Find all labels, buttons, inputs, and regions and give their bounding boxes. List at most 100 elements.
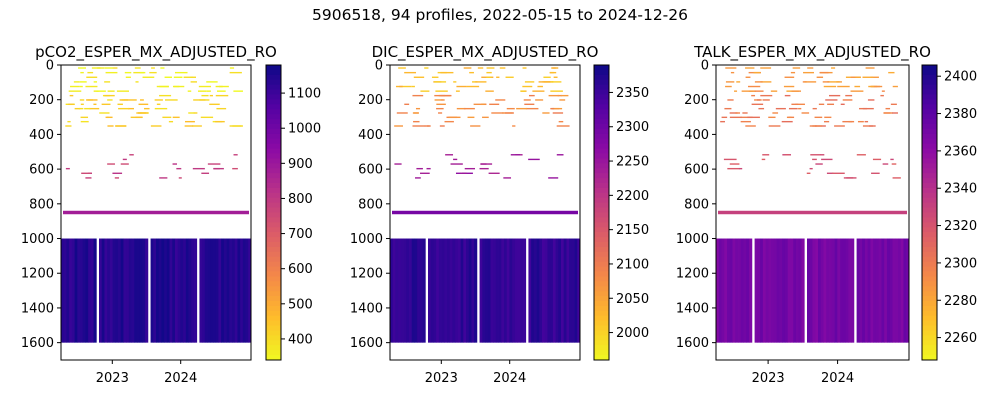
- colorbar-segment: [922, 158, 937, 164]
- heatmap-cell: [824, 116, 832, 119]
- heatmap-cell: [194, 238, 198, 343]
- heatmap-cell: [729, 238, 733, 343]
- colorbar-segment: [266, 296, 281, 302]
- colorbar-segment: [922, 178, 937, 184]
- heatmap-cell: [772, 112, 779, 114]
- heatmap-cell: [65, 167, 70, 170]
- colorbar-segment: [922, 192, 937, 199]
- colorbar-tick-label: 800: [288, 192, 313, 207]
- heatmap-cell: [738, 167, 743, 170]
- heatmap-cell: [210, 238, 214, 343]
- heatmap-cell: [558, 120, 564, 123]
- heatmap-cell: [80, 71, 84, 74]
- colorbar-segment: [266, 178, 281, 184]
- heatmap-cell: [506, 238, 510, 343]
- heatmap-cell: [812, 238, 816, 343]
- heatmap-cell: [131, 238, 135, 343]
- heatmap-cell: [815, 163, 823, 165]
- heatmap-cell: [537, 85, 543, 88]
- heatmap-cell: [809, 125, 823, 127]
- heatmap-cell: [69, 94, 74, 97]
- colorbar-segment: [594, 207, 609, 213]
- y-tick-label: 200: [29, 93, 54, 108]
- heatmap-cell: [481, 103, 485, 106]
- heatmap-cell: [547, 238, 551, 343]
- y-tick-label: 1600: [676, 336, 709, 351]
- heatmap-cell: [101, 103, 111, 106]
- heatmap-cell: [74, 107, 81, 110]
- heatmap-cell: [745, 76, 751, 78]
- heatmap-cell: [404, 71, 417, 74]
- heatmap-cell: [496, 76, 500, 78]
- heatmap-cell: [154, 99, 163, 101]
- heatmap-cell: [392, 210, 578, 215]
- heatmap-cell: [571, 238, 575, 343]
- colorbar-segment: [922, 163, 937, 169]
- heatmap-cell: [542, 238, 546, 343]
- heatmap-cell: [468, 238, 472, 343]
- heatmap-cell: [91, 67, 101, 69]
- colorbar-segment: [594, 153, 609, 159]
- colorbar-segment: [266, 325, 281, 331]
- heatmap-cell: [892, 238, 896, 343]
- y-tick-label: 600: [358, 163, 383, 178]
- heatmap-cell: [448, 116, 461, 119]
- heatmap-cell: [566, 238, 570, 343]
- colorbar-segment: [266, 124, 281, 130]
- heatmap-cell: [245, 238, 249, 343]
- colorbar-segment: [266, 217, 281, 223]
- heatmap-cell: [771, 238, 775, 343]
- heatmap-cell: [544, 238, 548, 343]
- colorbar-segment: [922, 325, 937, 331]
- heatmap-cell: [751, 103, 764, 106]
- heatmap-cell: [156, 238, 160, 343]
- chart-panel: TALK_ESPER_MX_ADJUSTED_RO0 200 400 600 800 10…: [676, 43, 977, 386]
- heatmap-cell: [68, 90, 82, 92]
- heatmap-cell: [792, 67, 801, 69]
- colorbar-segment: [266, 315, 281, 322]
- heatmap-cell: [460, 172, 467, 174]
- heatmap-cell: [120, 238, 124, 343]
- colorbar-frame: [593, 64, 610, 361]
- heatmap-cell: [543, 76, 551, 78]
- heatmap-cell: [169, 238, 173, 343]
- heatmap-cell: [191, 238, 195, 343]
- heatmap-cell: [453, 158, 458, 161]
- colorbar-tick-label: 2340: [944, 182, 977, 197]
- colorbar-segment: [266, 114, 281, 120]
- heatmap-cell: [135, 116, 143, 119]
- colorbar-tick-label: 2300: [616, 120, 649, 135]
- heatmap-cell: [745, 125, 756, 127]
- heatmap-cell: [786, 116, 792, 119]
- heatmap-cell: [881, 238, 885, 343]
- heatmap-cell: [486, 67, 495, 69]
- colorbar-segment: [594, 99, 609, 105]
- heatmap-cell: [201, 94, 209, 97]
- heatmap-cell: [826, 238, 830, 343]
- heatmap-cell: [827, 103, 835, 106]
- y-tick-label: 1600: [21, 336, 54, 351]
- heatmap-cell: [516, 107, 528, 110]
- heatmap-cell: [793, 238, 797, 343]
- heatmap-cell: [207, 163, 221, 165]
- heatmap-cell: [837, 238, 841, 343]
- colorbar-segment: [922, 109, 937, 115]
- heatmap-cell: [854, 85, 861, 88]
- heatmap-cell: [412, 112, 419, 114]
- colorbar-tick-label: 2000: [616, 326, 649, 341]
- colorbar-tick-label: 2050: [616, 292, 649, 307]
- heatmap-cell: [404, 103, 410, 106]
- heatmap-cell: [414, 238, 418, 343]
- heatmap-cell: [482, 116, 489, 119]
- y-tick-label: 800: [29, 197, 54, 212]
- heatmap-cell: [856, 154, 866, 156]
- heatmap-cell: [116, 90, 129, 92]
- colorbar-segment: [922, 133, 937, 140]
- heatmap-cell: [63, 238, 67, 343]
- colorbar-segment: [594, 286, 609, 292]
- chart-panel: DIC_ESPER_MX_ADJUSTED_RO0 200 400 600 800 100…: [350, 43, 649, 386]
- heatmap-cell: [183, 76, 194, 78]
- heatmap-cell: [107, 238, 111, 343]
- heatmap-cell: [776, 238, 780, 343]
- heatmap-cell: [810, 154, 821, 156]
